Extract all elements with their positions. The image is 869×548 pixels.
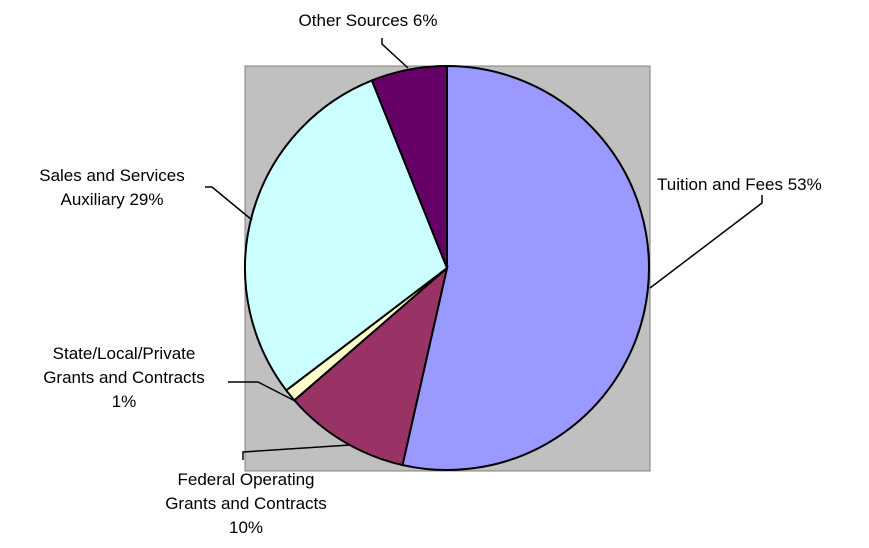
slice-data-label: Sales and Services Auxiliary 29% — [39, 166, 185, 209]
pie-slice-other-sources — [370, 64, 448, 269]
slice-data-label: Federal Operating Grants and Contracts 10% — [165, 470, 327, 537]
slice-data-label: Other Sources 6% — [299, 11, 438, 30]
slice-data-label: Tuition and Fees 53% — [657, 175, 822, 194]
slice-data-label: State/Local/Private Grants and Contracts 1… — [43, 344, 205, 411]
leader-line — [228, 381, 298, 403]
leader-line — [242, 444, 351, 460]
pie-slice-federal-operating-grants-and-contracts — [292, 265, 449, 467]
leader-line — [381, 38, 409, 69]
leader-line — [205, 186, 253, 221]
pie-slice-sales-and-services-auxiliary — [244, 79, 449, 392]
leader-line — [649, 195, 763, 289]
pie-slice-tuition-and-fees — [401, 64, 650, 471]
